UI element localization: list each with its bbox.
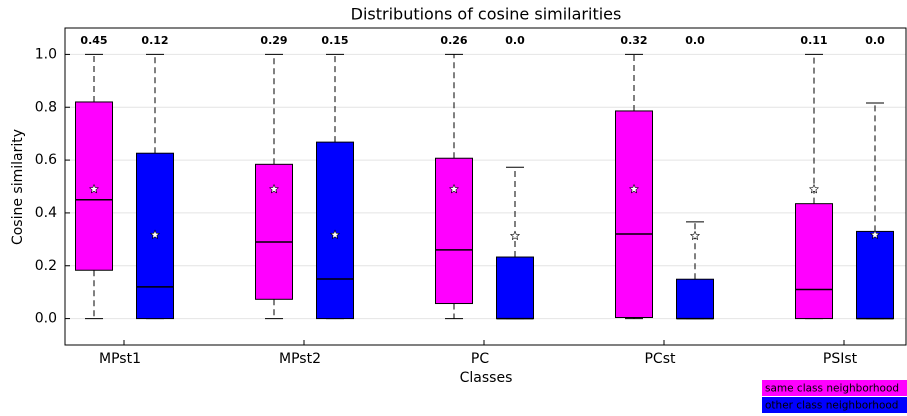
box [676,278,714,320]
x-tick-label: PSIst [823,351,858,367]
mean-marker [149,229,161,240]
median-label: 0.12 [141,34,168,47]
y-tick-label: 0.2 [35,258,57,274]
median-label: 0.15 [321,34,348,47]
mean-marker [268,183,280,194]
chart-title: Distributions of cosine similarities [351,5,622,24]
x-axis-label: Classes [460,370,513,386]
box [435,157,473,305]
median-label: 0.29 [260,34,287,47]
mean-marker [88,183,100,194]
legend-label: other class neighborhood [765,400,898,412]
box [795,203,833,320]
median-label: 0.0 [505,34,525,47]
mean-marker [509,230,521,241]
mean-marker [628,183,640,194]
y-tick-label: 0.0 [35,311,57,327]
mean-marker [448,183,460,194]
x-tick-label: PC [471,351,489,367]
y-axis-label: Cosine similarity [10,129,26,245]
mean-marker [329,229,341,240]
mean-marker [808,183,820,194]
median-label: 0.45 [80,34,107,47]
plot-frame [64,27,907,346]
median-label: 0.32 [620,34,647,47]
y-tick-label: 0.4 [35,205,57,221]
legend-label: same class neighborhood [765,383,899,395]
box [615,110,653,319]
median-label: 0.11 [800,34,827,47]
y-tick-label: 0.6 [35,152,57,168]
legend-swatch [762,397,907,413]
box [496,256,534,320]
x-tick-label: MPst2 [279,351,321,367]
median-label: 0.0 [865,34,885,47]
legend-swatch [762,380,907,396]
mean-marker [689,230,701,241]
x-tick-label: PCst [644,351,676,367]
mean-marker [869,229,881,240]
y-tick-label: 0.8 [35,99,57,115]
median-label: 0.0 [685,34,705,47]
box [856,230,894,320]
median-label: 0.26 [440,34,467,47]
y-tick-label: 1.0 [35,46,57,62]
x-tick-label: MPst1 [99,351,141,367]
